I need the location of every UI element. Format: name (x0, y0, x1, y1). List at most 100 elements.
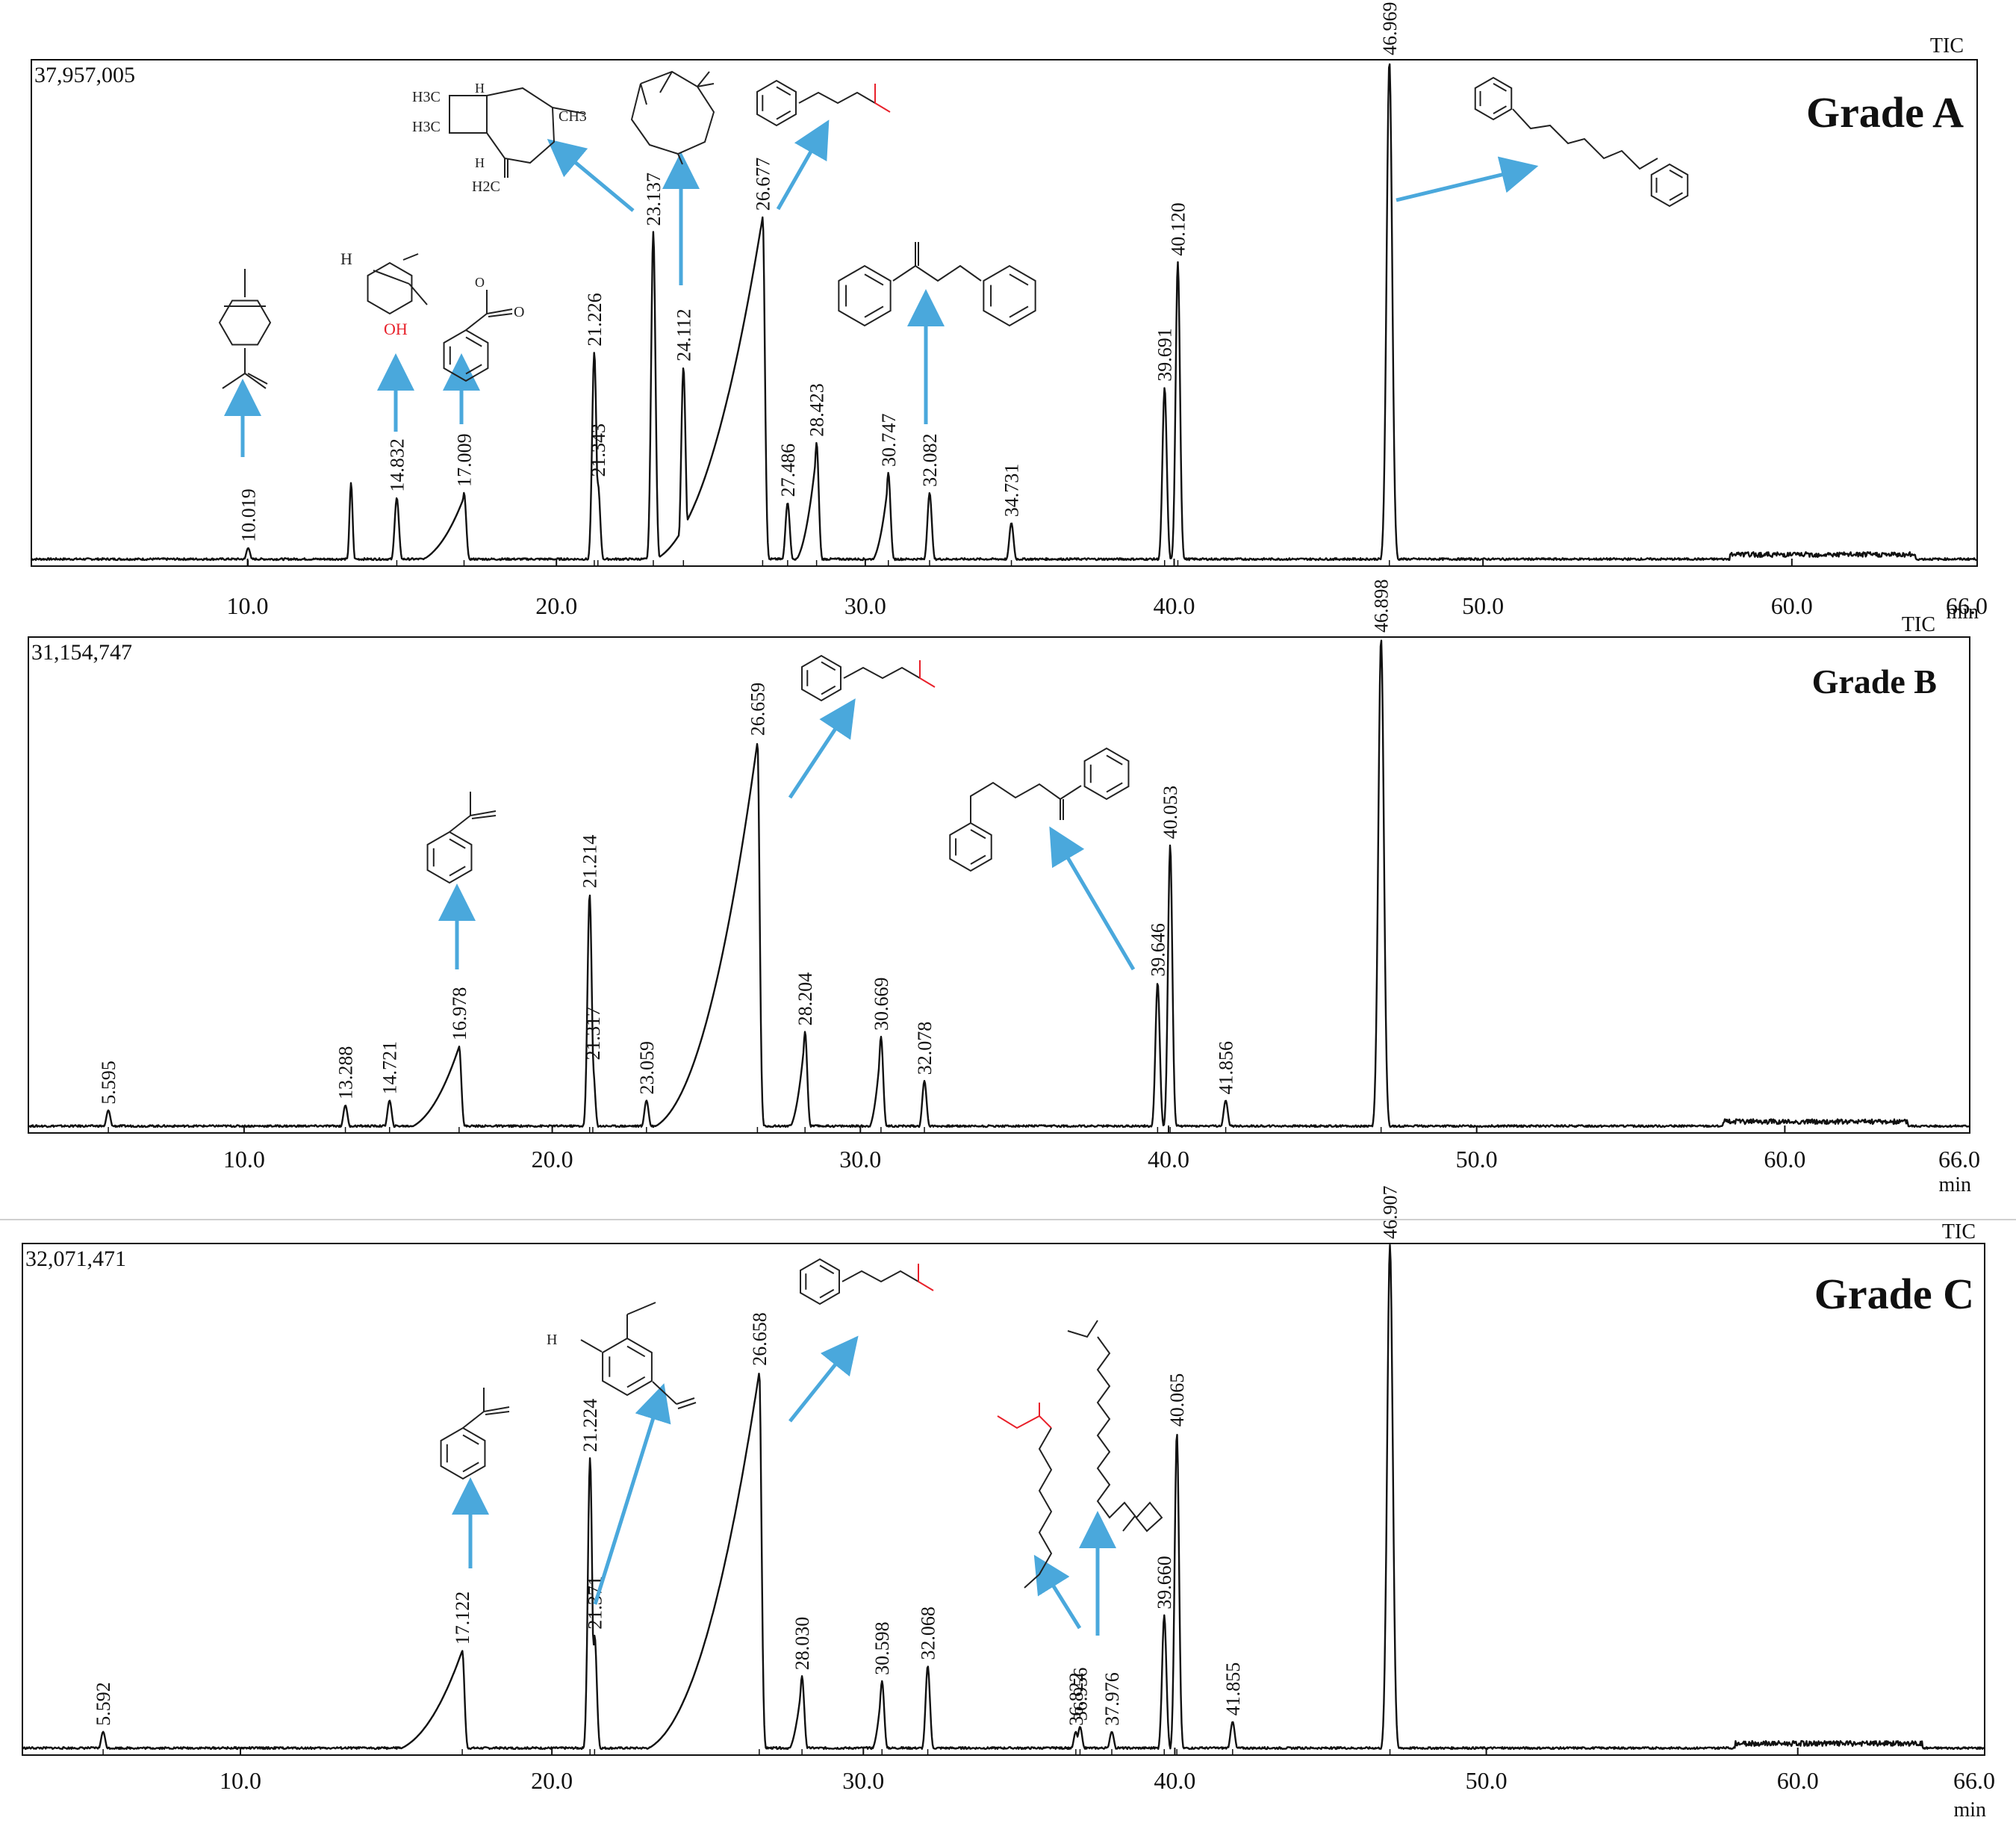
x-tick-label: 20.0 (531, 1767, 573, 1794)
annotation-arrow (1033, 1554, 1082, 1630)
annotation-arrow (788, 1335, 859, 1423)
x-tick-label: 20.0 (532, 1146, 573, 1173)
cinnamyl-benzoate-structure-double-bond (970, 829, 986, 839)
bond (552, 107, 585, 114)
cinnamyl-cinnamate-ring-2-double-bond (1669, 169, 1683, 178)
peak-label: 13.288 (335, 1046, 357, 1100)
peak-label: 39.660 (1154, 1556, 1175, 1609)
annotation-arrow (593, 1383, 671, 1605)
peak-label: 28.423 (806, 383, 828, 437)
cinnamic-acid-structure-double-bond (776, 110, 791, 120)
panel-title: Grade B (1812, 662, 1937, 701)
bond-chain (841, 1270, 919, 1283)
plot-frame (28, 636, 1970, 1134)
x-tick-label: 10.0 (220, 1767, 261, 1794)
peak-label: 27.486 (777, 444, 799, 497)
peak-label: 34.731 (1001, 464, 1023, 518)
peak-label: 23.137 (643, 173, 665, 226)
hydroxyl (918, 1281, 934, 1291)
bond-chain (1096, 1336, 1163, 1533)
peak-label: 26.677 (752, 158, 774, 211)
benzoic-acid-structure-double-bond (465, 364, 482, 375)
bond (640, 83, 647, 105)
peak-label: 30.598 (871, 1621, 893, 1675)
bond (449, 815, 471, 833)
benzoic-acid-structure-c-double-bond (462, 1462, 479, 1473)
bond (580, 1339, 603, 1353)
x-tick-label: 40.0 (1154, 592, 1195, 619)
peak-label: 23.059 (636, 1041, 658, 1095)
tic-trace (28, 639, 1970, 1128)
peak-label: 28.204 (794, 972, 816, 1026)
peak-label: 37.976 (1101, 1672, 1123, 1726)
benzyl-benzoate-structure (838, 264, 892, 327)
max-intensity-label: 32,071,471 (25, 1246, 126, 1271)
peak-label: 21.343 (588, 423, 609, 477)
vanillin-structure-double-bond (626, 1376, 646, 1388)
bond (486, 308, 513, 314)
x-tick-label: 20.0 (535, 592, 577, 619)
peak-label: 21.224 (579, 1399, 601, 1453)
peak-label: 16.978 (449, 987, 470, 1041)
panel-title: Grade A (1806, 88, 1964, 137)
atom-label-h: H (475, 81, 485, 96)
benzoic-acid-structure-b-double-bond (449, 866, 466, 877)
x-tick-label: 66.0 (1953, 1767, 1995, 1794)
peak-label: 32.082 (919, 433, 941, 487)
x-tick-label: 60.0 (1777, 1767, 1819, 1794)
bond (222, 373, 246, 389)
signal-label: TIC (1930, 34, 1964, 58)
humulene-structure (630, 70, 715, 155)
bond (485, 1411, 510, 1415)
bond-chain (486, 87, 556, 164)
panel-title: Grade C (1814, 1270, 1974, 1318)
cinnamyl-benzoate-ring-2-double-bond (1106, 782, 1123, 793)
vanillin-structure-double-bond (626, 1345, 646, 1358)
cinnamyl-cinnamate-ring-2 (1650, 163, 1689, 208)
atom-label-o: O (514, 304, 524, 320)
x-tick-label: 50.0 (1456, 1146, 1498, 1173)
peak-label: 26.658 (749, 1312, 771, 1366)
bond (697, 71, 710, 87)
peak-label: 39.646 (1147, 923, 1169, 977)
cinnamic-acid-structure-c-double-bond (819, 1288, 835, 1299)
peak-label: 17.009 (454, 433, 476, 487)
cinnamic-acid-structure-b-double-bond (821, 685, 836, 695)
peak-label: 30.669 (871, 978, 892, 1031)
max-intensity-label: 37,957,005 (34, 63, 135, 87)
annotation-arrow (1396, 156, 1539, 202)
cinnamyl-benzoate-ring-2-double-bond (1106, 754, 1123, 766)
peak-label: 24.112 (673, 308, 694, 361)
long-chain-alcohol-structure (1067, 1320, 1098, 1338)
cinnamic-acid-structure-c (800, 1258, 840, 1305)
benzoic-acid-structure-double-bond (465, 336, 482, 347)
cinnamyl-cinnamate-ring-2-double-bond (1669, 192, 1683, 202)
cinnamyl-benzoate-structure (949, 822, 992, 872)
bond (488, 313, 513, 317)
peak-label: 5.595 (98, 1061, 119, 1105)
bond (483, 1406, 510, 1412)
bond (465, 313, 488, 331)
benzoic-acid-structure-b-double-bond (449, 838, 466, 849)
x-tick-label: 30.0 (839, 1146, 881, 1173)
hydroxyl (919, 677, 936, 688)
peak-label: 10.019 (237, 488, 259, 542)
cinnamic-acid-structure (756, 79, 797, 127)
bond-chain (892, 264, 982, 282)
plot-frame (31, 59, 1978, 567)
chromatogram-panel-2: 31,154,747 TIC Grade B 10.0 20.0 30.0 40.0 50.0… (28, 580, 1980, 1196)
cinnamyl-benzoate-ring-2 (1083, 747, 1130, 801)
bond (471, 815, 497, 819)
bond (677, 1402, 697, 1409)
x-tick-label: 30.0 (842, 1767, 884, 1794)
plot-frame (22, 1243, 1985, 1756)
bond (470, 810, 497, 816)
x-tick-label: 40.0 (1148, 1146, 1189, 1173)
bond (659, 71, 673, 93)
annotation-arrow (1049, 826, 1136, 971)
tic-trace (22, 1243, 1985, 1751)
atom-label-o: O (475, 275, 485, 290)
bond-chain (970, 781, 1082, 823)
annotation-arrow (547, 138, 635, 212)
